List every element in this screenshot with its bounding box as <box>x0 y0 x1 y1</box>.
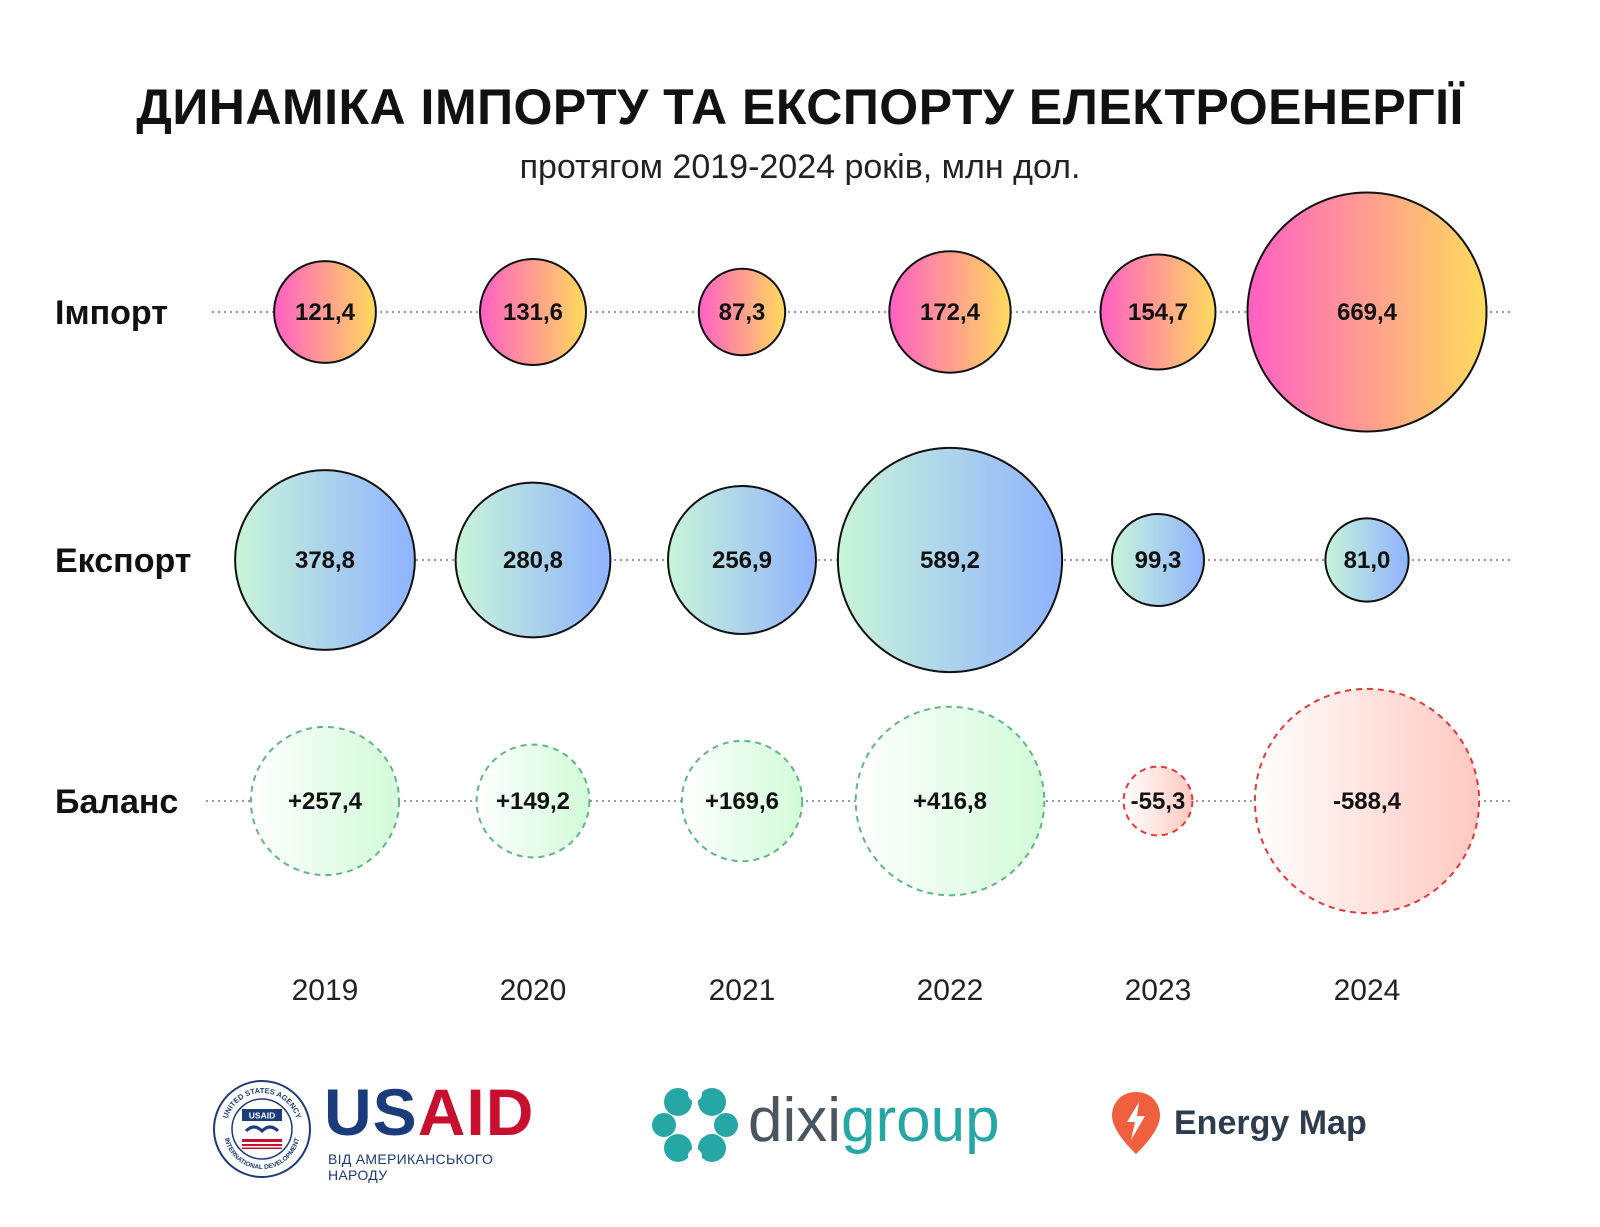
x-tick-label: 2020 <box>500 974 567 1007</box>
row-label: Баланс <box>55 783 178 821</box>
data-label: 81,0 <box>1344 547 1391 574</box>
bubble-2-2019 <box>234 469 416 651</box>
bubble-1-2023 <box>1099 253 1217 371</box>
bubble-2-2022 <box>836 446 1064 674</box>
bubble-3-2024 <box>1253 687 1481 915</box>
x-tick-label: 2023 <box>1125 974 1192 1007</box>
x-tick-label: 2024 <box>1334 974 1401 1007</box>
x-tick-label: 2022 <box>917 974 984 1007</box>
data-label: 154,7 <box>1128 299 1188 326</box>
dixigroup-logo: dixigroup <box>650 1080 1030 1180</box>
data-label: +416,8 <box>913 788 987 815</box>
row-label: Експорт <box>55 542 191 580</box>
data-label: 378,8 <box>295 547 355 574</box>
bubble-3-2021 <box>680 739 804 863</box>
x-tick-label: 2019 <box>292 974 359 1007</box>
dixigroup-mark-icon <box>652 1087 738 1163</box>
bubble-1-2021 <box>697 267 787 357</box>
energy-map-pin-icon <box>1112 1092 1160 1154</box>
dixigroup-wordmark: dixigroup <box>748 1090 1000 1152</box>
x-tick-label: 2021 <box>709 974 776 1007</box>
bubble-3-2020 <box>475 743 591 859</box>
data-label: 589,2 <box>920 547 980 574</box>
data-label: +149,2 <box>496 788 570 815</box>
bubble-1-2022 <box>888 250 1012 374</box>
data-label: 669,4 <box>1337 299 1398 326</box>
usaid-seal-icon: UNITED STATES AGENCY INTERNATIONAL DEVEL… <box>213 1080 311 1178</box>
chart-subtitle: протягом 2019-2024 років, млн дол. <box>519 148 1081 186</box>
data-label: 172,4 <box>920 299 981 326</box>
usaid-wordmark: USAID <box>324 1079 534 1145</box>
bubble-1-2024 <box>1246 191 1488 433</box>
data-label: +169,6 <box>705 788 779 815</box>
row-label: Імпорт <box>55 294 168 332</box>
usaid-seal-center-text: USAID <box>249 1111 275 1121</box>
data-label: -588,4 <box>1333 788 1402 815</box>
bubble-3-2022 <box>854 705 1046 897</box>
bubble-3-2019 <box>249 725 401 877</box>
data-label: +257,4 <box>288 788 363 815</box>
bubble-2-2020 <box>454 481 612 639</box>
data-label: 280,8 <box>503 547 563 574</box>
chart-title: ДИНАМІКА ІМПОРТУ ТА ЕКСПОРТУ ЕЛЕКТРОЕНЕР… <box>136 79 1464 135</box>
bubble-2-2021 <box>667 485 817 635</box>
bubble-3-2023 <box>1122 765 1194 837</box>
dixigroup-word-group: group <box>841 1086 1000 1155</box>
bubble-2-2024 <box>1324 517 1410 603</box>
data-label: -55,3 <box>1131 788 1186 815</box>
data-label: 121,4 <box>295 299 356 326</box>
bubble-chart: Імпорт 121,4 131,6 87,3 172,4 154,7 669,4 Експо… <box>55 191 1510 1007</box>
data-label: 131,6 <box>503 299 563 326</box>
data-label: 256,9 <box>712 547 772 574</box>
energy-map-wordmark: Energy Map <box>1174 1104 1367 1142</box>
bubble-1-2020 <box>479 258 587 366</box>
bubble-1-2019 <box>273 260 377 364</box>
energy-map-logo: Energy Map <box>1110 1090 1410 1160</box>
bubble-2-2023 <box>1111 513 1205 607</box>
data-label: 87,3 <box>719 299 766 326</box>
data-label: 99,3 <box>1135 547 1182 574</box>
usaid-word-aid: AID <box>417 1075 535 1149</box>
usaid-logo: UNITED STATES AGENCY INTERNATIONAL DEVEL… <box>212 1075 552 1185</box>
usaid-word-us: US <box>324 1075 418 1149</box>
dixigroup-word-dixi: dixi <box>748 1086 842 1155</box>
usaid-tagline: ВІД АМЕРИКАНСЬКОГО НАРОДУ <box>328 1151 494 1183</box>
